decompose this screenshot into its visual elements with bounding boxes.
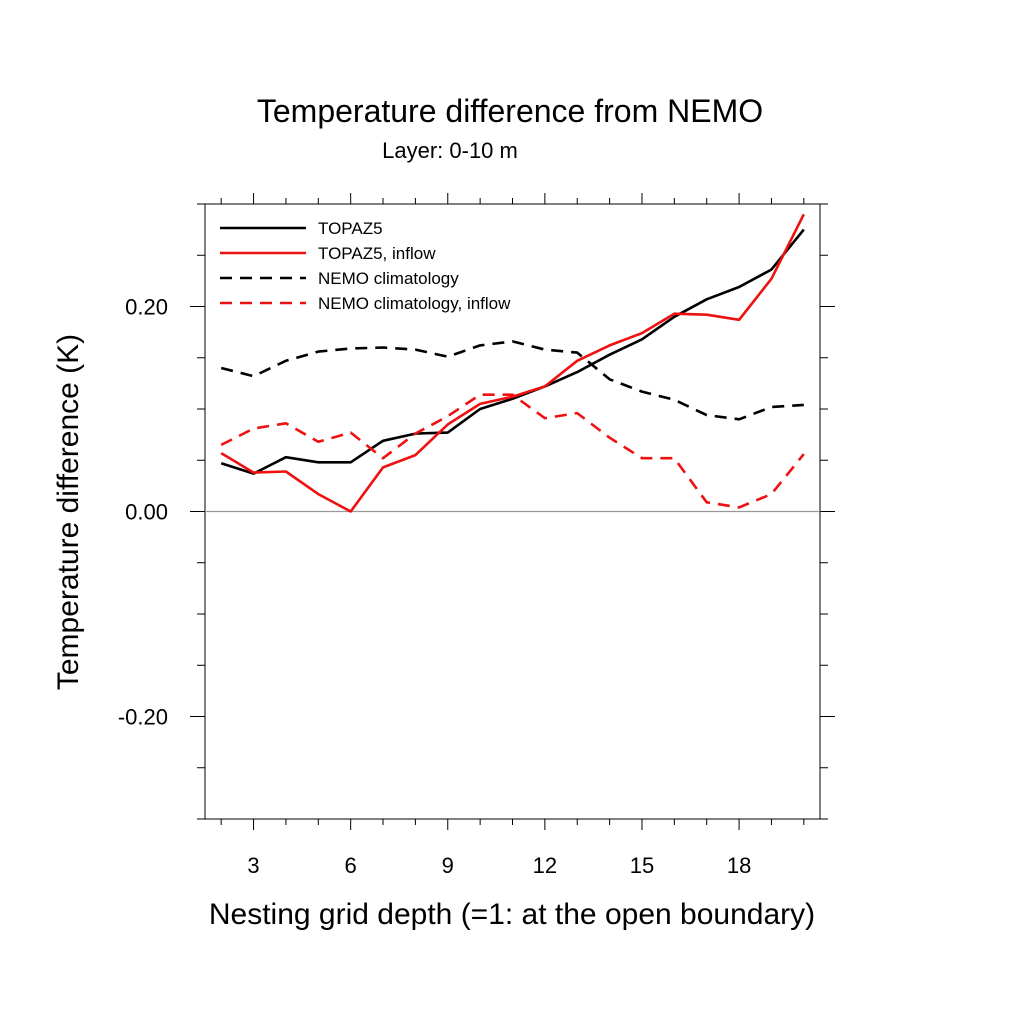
series-line-3	[220, 340, 804, 421]
legend-label: TOPAZ5, inflow	[318, 244, 436, 263]
legend-label: NEMO climatology	[318, 269, 459, 288]
y-tick-label: -0.20	[118, 705, 168, 730]
chart-subtitle: Layer: 0-10 m	[382, 138, 518, 163]
x-tick-label: 9	[442, 853, 454, 878]
x-tick-label: 18	[727, 853, 751, 878]
chart-title: Temperature difference from NEMO	[257, 93, 763, 129]
series-line-4	[220, 393, 805, 509]
legend-label: TOPAZ5	[318, 219, 383, 238]
legend-label: NEMO climatology, inflow	[318, 294, 511, 313]
y-tick-label: 0.20	[125, 295, 168, 320]
x-tick-label: 15	[630, 853, 654, 878]
legend: TOPAZ5 TOPAZ5, inflow NEMO climatology NEMO…	[220, 219, 511, 313]
series-line-2	[220, 213, 805, 513]
y-axis-label: Temperature difference (K)	[52, 334, 85, 690]
x-axis-label: Nesting grid depth (=1: at the open boun…	[209, 898, 815, 931]
plot-area: 3 6 9 12 15 18 -0.20 0.00 0.20	[118, 193, 835, 878]
x-tick-label: 3	[247, 853, 259, 878]
x-tick-label: 12	[533, 853, 557, 878]
series-line-1	[220, 228, 805, 475]
y-tick-label: 0.00	[125, 500, 168, 525]
x-tick-label: 6	[345, 853, 357, 878]
